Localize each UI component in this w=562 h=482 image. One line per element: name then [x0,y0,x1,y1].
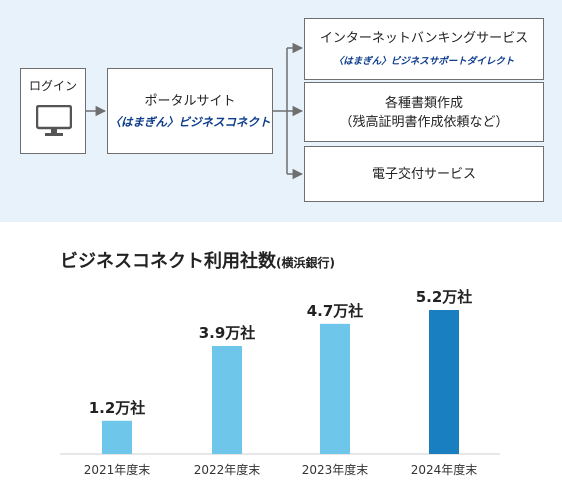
portal-site-label: ポータルサイト [144,94,236,109]
data-label-2023年度末: 4.7万社 [307,302,364,320]
bar-2024年度末 [429,310,459,454]
bar-2021年度末 [102,420,132,454]
portal-site-box: ポータルサイト 〈はまぎん〉ビジネスコネクト [107,68,273,154]
login-label: ログイン [28,79,77,93]
login-box: ログイン [20,68,86,154]
data-label-2024年度末: 5.2万社 [416,288,473,306]
connector-lines [86,42,304,180]
business-support-direct-logo: 〈はまぎん〉ビジネスサポートダイレクト [333,56,515,67]
document-creation-label: 各種書類作成 [384,96,463,111]
x-tick-label-2022年度末: 2022年度末 [194,462,261,477]
bar-2022年度末 [212,346,242,454]
document-creation-box: 各種書類作成 （残高証明書作成依頼など） [304,82,544,142]
x-tick-label-2021年度末: 2021年度末 [84,462,151,477]
chart-title: ビジネスコネクト利用社数(横浜銀行) [60,247,335,273]
internet-banking-box: インターネットバンキングサービス 〈はまぎん〉ビジネスサポートダイレクト [304,18,544,80]
electronic-delivery-label: 電子交付サービス [371,167,476,182]
data-label-2021年度末: 1.2万社 [89,399,146,417]
document-creation-detail: （残高証明書作成依頼など） [339,115,509,130]
chart-title-main: ビジネスコネクト利用社数 [60,251,276,272]
electronic-delivery-box: 電子交付サービス [304,146,544,202]
bar-2023年度末 [320,323,350,454]
monitor-icon [36,105,72,136]
data-label-2022年度末: 3.9万社 [199,324,256,342]
business-connect-logo: 〈はまぎん〉ビジネスコネクト [109,115,271,129]
chart-title-sub: (横浜銀行) [276,256,335,270]
x-tick-label-2023年度末: 2023年度末 [302,462,369,477]
x-tick-label-2024年度末: 2024年度末 [411,462,478,477]
internet-banking-label: インターネットバンキングサービス [319,31,529,46]
